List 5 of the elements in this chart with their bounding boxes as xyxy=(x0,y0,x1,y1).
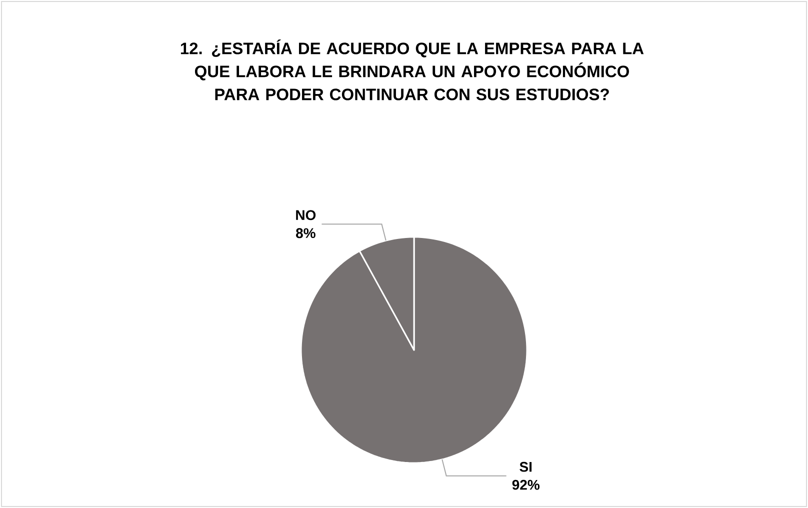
data-label: 92% xyxy=(512,480,540,490)
chart-title: 12. ¿ESTARÍA DE ACUERDO QUE LA EMPRESA PARA LA QUE LABORA LE BRINDARA UN APOYO ECONÓMICO PARA PODER CONTINUAR CON SUS ESTUDIOS? xyxy=(180,40,644,100)
slice-label: NO xyxy=(296,210,316,220)
data-label: 8% xyxy=(296,228,316,238)
slice-label: SI xyxy=(520,462,532,472)
